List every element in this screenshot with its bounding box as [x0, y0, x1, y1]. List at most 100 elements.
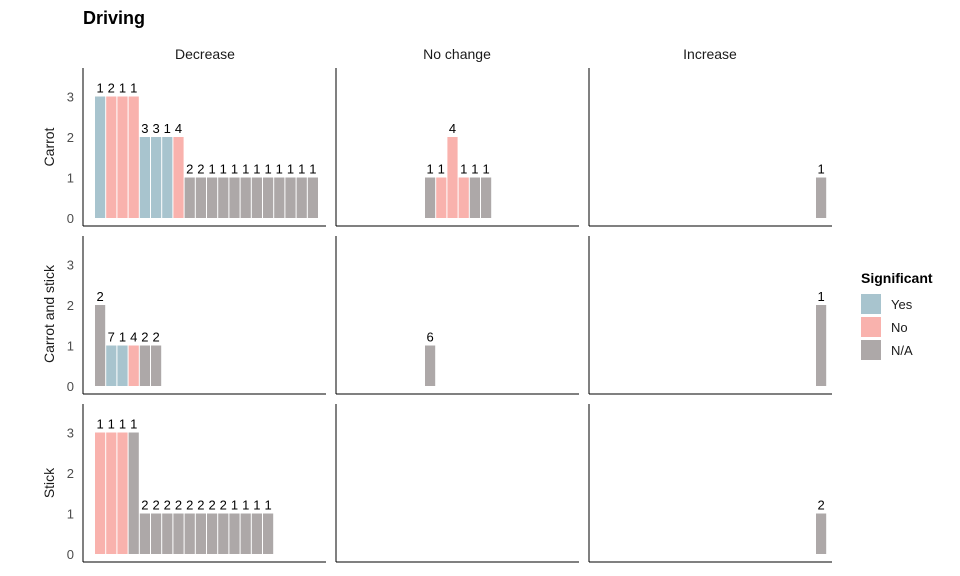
panel-1-1: 6 [335, 236, 579, 395]
bar [184, 513, 195, 554]
y-tick-label: 0 [67, 211, 74, 226]
bar [195, 513, 206, 554]
bar [447, 137, 458, 218]
bar [195, 177, 206, 218]
bar-data-label: 2 [817, 498, 824, 513]
bar-data-label: 1 [220, 162, 227, 177]
legend-title: Significant [861, 270, 933, 286]
bar-data-label: 1 [253, 162, 260, 177]
bar-data-label: 7 [108, 330, 115, 345]
bar [95, 96, 106, 218]
bar-data-label: 2 [186, 162, 193, 177]
bar-data-label: 1 [119, 330, 126, 345]
bar [106, 345, 117, 386]
y-tick-label: 3 [67, 90, 74, 105]
bar [425, 177, 436, 218]
legend-swatch-no [861, 317, 881, 337]
bar [263, 177, 274, 218]
facet-strip-no-change: No change [423, 46, 491, 62]
bar [436, 177, 447, 218]
bar-data-label: 2 [141, 498, 148, 513]
bar [106, 96, 117, 218]
row-facet-strips: Carrot Carrot and stick Stick [41, 127, 57, 498]
bar [151, 345, 162, 386]
bar-data-label: 2 [197, 498, 204, 513]
y-tick-label: 0 [67, 379, 74, 394]
bar-data-label: 1 [471, 162, 478, 177]
bar-data-label: 2 [175, 498, 182, 513]
bar-data-label: 4 [175, 121, 182, 136]
facet-strip-decrease: Decrease [175, 46, 235, 62]
bar [816, 305, 827, 386]
bar [274, 177, 285, 218]
y-tick-label: 2 [67, 298, 74, 313]
bar-data-label: 1 [108, 417, 115, 432]
y-tick-label: 1 [67, 339, 74, 354]
bar [128, 432, 139, 554]
bar [240, 513, 251, 554]
bar [218, 513, 229, 554]
bar-data-label: 1 [242, 498, 249, 513]
bar-data-label: 1 [253, 498, 260, 513]
column-facet-strips: Decrease No change Increase [175, 46, 737, 62]
bar-data-label: 1 [287, 162, 294, 177]
y-tick-label: 1 [67, 507, 74, 522]
bar-data-label: 1 [817, 162, 824, 177]
bar-data-label: 1 [438, 162, 445, 177]
facet-strip-stick: Stick [41, 467, 57, 498]
bar-data-label: 4 [449, 121, 456, 136]
bar [162, 513, 173, 554]
bar [229, 513, 240, 554]
bar [481, 177, 492, 218]
bar-data-label: 3 [152, 121, 159, 136]
bar [469, 177, 480, 218]
bar-data-label: 1 [264, 162, 271, 177]
panel-0-2: 1 [588, 68, 832, 227]
bar [117, 432, 128, 554]
facet-strip-carrot: Carrot [41, 127, 57, 166]
panel-2-2: 2 [588, 404, 832, 563]
bar-data-label: 2 [164, 498, 171, 513]
bar [458, 177, 469, 218]
y-tick-label: 2 [67, 466, 74, 481]
bar [184, 177, 195, 218]
bar-data-label: 2 [220, 498, 227, 513]
bar-data-label: 1 [276, 162, 283, 177]
bar [128, 345, 139, 386]
bar [139, 137, 150, 218]
bar [816, 177, 827, 218]
bar-data-label: 1 [460, 162, 467, 177]
legend-label: N/A [891, 343, 913, 358]
bar-data-label: 1 [309, 162, 316, 177]
bar-data-label: 1 [242, 162, 249, 177]
bar-data-label: 2 [152, 498, 159, 513]
bar [117, 96, 128, 218]
chart-title: Driving [83, 8, 145, 28]
bar-data-label: 1 [482, 162, 489, 177]
bar-data-label: 2 [108, 81, 115, 96]
panel-1-2: 1 [588, 236, 832, 395]
bar-data-label: 1 [208, 162, 215, 177]
bar-data-label: 1 [96, 417, 103, 432]
bar [106, 432, 117, 554]
y-tick-label: 3 [67, 258, 74, 273]
bar [251, 513, 262, 554]
y-tick-label: 2 [67, 130, 74, 145]
y-tick-label: 0 [67, 547, 74, 562]
bar-data-label: 3 [141, 121, 148, 136]
bar [285, 177, 296, 218]
bar [139, 513, 150, 554]
bar-data-label: 1 [130, 81, 137, 96]
panel-0-1: 1 141 1 1 [335, 68, 579, 227]
bar-data-label: 1 [164, 121, 171, 136]
legend: Significant Yes No N/A [861, 270, 933, 360]
bar-data-label: 1 [119, 81, 126, 96]
bar [139, 345, 150, 386]
bar [151, 137, 162, 218]
bar [207, 513, 218, 554]
bar-data-label: 1 [231, 162, 238, 177]
